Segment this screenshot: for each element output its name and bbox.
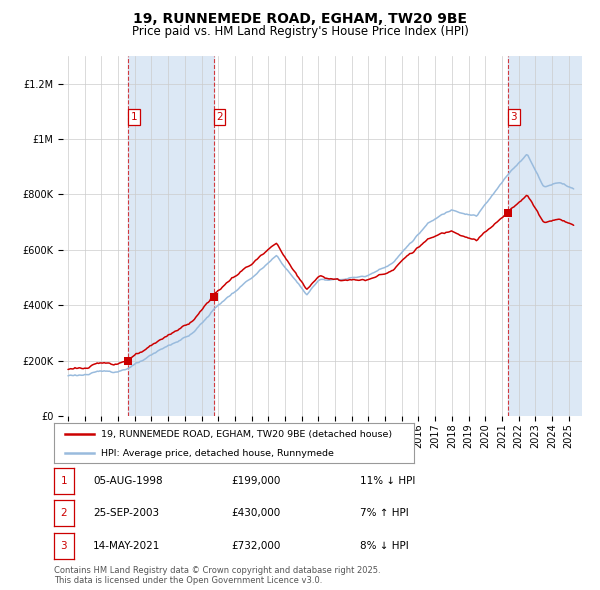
Bar: [128, 56, 214, 416]
Text: 14-MAY-2021: 14-MAY-2021: [93, 541, 160, 550]
Text: 05-AUG-1998: 05-AUG-1998: [93, 476, 163, 486]
Text: £732,000: £732,000: [231, 541, 280, 550]
Text: 7% ↑ HPI: 7% ↑ HPI: [360, 509, 409, 518]
Text: 8% ↓ HPI: 8% ↓ HPI: [360, 541, 409, 550]
Text: 19, RUNNEMEDE ROAD, EGHAM, TW20 9BE: 19, RUNNEMEDE ROAD, EGHAM, TW20 9BE: [133, 12, 467, 26]
Text: Contains HM Land Registry data © Crown copyright and database right 2025.
This d: Contains HM Land Registry data © Crown c…: [54, 566, 380, 585]
Text: 2: 2: [61, 509, 67, 518]
Text: 2: 2: [216, 112, 223, 122]
Bar: [508, 56, 582, 416]
Text: 3: 3: [511, 112, 517, 122]
Text: 19, RUNNEMEDE ROAD, EGHAM, TW20 9BE (detached house): 19, RUNNEMEDE ROAD, EGHAM, TW20 9BE (det…: [101, 430, 392, 439]
Text: 3: 3: [61, 541, 67, 550]
Text: 1: 1: [61, 476, 67, 486]
Text: HPI: Average price, detached house, Runnymede: HPI: Average price, detached house, Runn…: [101, 448, 334, 458]
Text: Price paid vs. HM Land Registry's House Price Index (HPI): Price paid vs. HM Land Registry's House …: [131, 25, 469, 38]
Text: 25-SEP-2003: 25-SEP-2003: [93, 509, 159, 518]
Text: 1: 1: [131, 112, 137, 122]
Text: £430,000: £430,000: [231, 509, 280, 518]
Text: £199,000: £199,000: [231, 476, 280, 486]
Text: 11% ↓ HPI: 11% ↓ HPI: [360, 476, 415, 486]
